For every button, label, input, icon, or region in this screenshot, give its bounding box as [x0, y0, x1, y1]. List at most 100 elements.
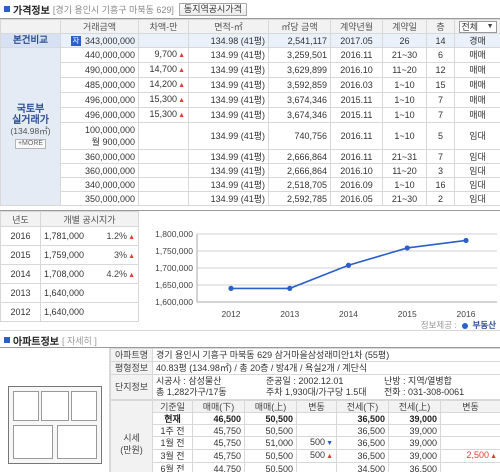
- contract-day-cell: 21~30: [382, 47, 427, 63]
- filter-cell: 전체 ▼: [454, 19, 500, 34]
- change-rate-value: 4.2%: [106, 269, 128, 279]
- change-rate-value: 3%: [114, 250, 128, 260]
- delta-cell: 14,700▲: [138, 62, 189, 78]
- deal-type-cell: 매매: [454, 92, 500, 108]
- transaction-row: 490,000,000 14,700▲ 134.99 (41평) 3,629,899 2…: [1, 62, 500, 78]
- data-point: [228, 285, 234, 291]
- land-price-header: 년도 개별 공시지가: [0, 211, 139, 227]
- year-cell: 2014: [0, 264, 41, 284]
- price-cell: 485,000,000: [60, 77, 139, 93]
- chevron-down-icon: ▼: [486, 22, 494, 30]
- column-header: 거래금액: [60, 19, 139, 34]
- land-price-row: 2012 1,640,000: [0, 302, 139, 322]
- area-cell: 134.99 (41평): [188, 62, 269, 78]
- area-cell: 134.99 (41평): [188, 47, 269, 63]
- transaction-row: 496,000,000 15,300▲ 134.99 (41평) 3,674,346 2…: [1, 107, 500, 123]
- price-value: 490,000,000: [84, 65, 135, 75]
- x-tick-label: 2014: [339, 309, 358, 319]
- address-text: [경기 용인시 기흥구 마북동 629]: [52, 4, 174, 15]
- apartment-section-title: 아파트정보: [13, 336, 59, 348]
- district-land-price-button[interactable]: 동지역공시가격: [178, 2, 247, 16]
- land-price-value: 1,781,000: [44, 231, 85, 241]
- monthly-rent: 월 900,000: [91, 137, 135, 147]
- delta-cell: [138, 33, 189, 48]
- jeonse-high-cell: 39,000: [388, 424, 441, 437]
- delta-cell: [138, 122, 189, 150]
- column-header: 변동: [296, 400, 337, 413]
- up-arrow-icon: ▲: [128, 253, 135, 260]
- price-cell: 490,000,000: [60, 62, 139, 78]
- jeonse-change-cell: 2,500▲: [440, 449, 500, 463]
- y-tick-label: 1,650,000: [155, 280, 193, 290]
- delta-value: 15,300: [149, 109, 178, 119]
- column-header: 년도: [0, 211, 41, 227]
- floor-cell: 14: [426, 33, 455, 48]
- deal-type-cell: 임대: [454, 122, 500, 150]
- up-arrow-icon: ▲: [178, 52, 185, 59]
- year-cell: 2012: [0, 302, 41, 322]
- delta-cell: 15,300▲: [138, 107, 189, 123]
- contract-day-cell: 1~10: [382, 107, 427, 123]
- complex-info-line: 총 1,282가구/17동 주차 1,930대/가구당 1.5대 전화 : 031-…: [156, 387, 497, 398]
- transaction-row: 485,000,000 14,200▲ 134.99 (41평) 3,592,859 2…: [1, 77, 500, 93]
- apartment-detail-link[interactable]: [ 자세히 ]: [62, 335, 97, 346]
- deal-type-cell: 매매: [454, 47, 500, 63]
- floor-plan-room: [57, 425, 97, 459]
- sale-high-cell: 51,000: [244, 436, 297, 450]
- floor-plan-room: [13, 425, 53, 459]
- complex-info-item: 총 1,282가구/17동: [156, 387, 227, 397]
- column-header: ㎡당 금액: [268, 19, 331, 34]
- more-button[interactable]: +MORE: [14, 139, 47, 149]
- floor-cell: 6: [426, 47, 455, 63]
- floor-cell: 7: [426, 107, 455, 123]
- sale-change-cell: [296, 412, 337, 425]
- contract-day-cell: 1~10: [382, 122, 427, 150]
- complex-info-row: 단지정보 시공사 : 삼성물산 준공일 : 2002.12.01 난방 : 지역/열…: [110, 374, 500, 400]
- floor-plan-thumbnail[interactable]: [0, 348, 110, 472]
- data-point: [345, 262, 352, 268]
- complex-info-item: 전화 : 031-308-0061: [384, 387, 465, 397]
- price-per-sqm-cell: 3,674,346: [268, 92, 331, 108]
- column-header: 개별 공시지가: [40, 211, 139, 227]
- reference-date-cell: 3월 전: [152, 449, 193, 463]
- land-price-cell: 1,781,000 1.2%▲: [40, 226, 139, 246]
- x-tick-label: 2013: [280, 309, 299, 319]
- column-header: 전세(下): [336, 400, 389, 413]
- delta-cell: [138, 163, 189, 178]
- delta-value: 15,300: [149, 94, 178, 104]
- column-header: 기준일: [152, 400, 193, 413]
- jeonse-change-cell: [440, 412, 500, 425]
- change-rate: 1.2%▲: [107, 231, 135, 241]
- floor-plan-frame: [8, 386, 102, 464]
- delta-value: 14,700: [149, 64, 178, 74]
- contract-day-cell: 1~10: [382, 77, 427, 93]
- bullet-square-icon: [4, 6, 10, 12]
- reference-date-cell: 현재: [152, 412, 193, 425]
- complex-info-item: 시공사 : 삼성물산: [156, 376, 222, 386]
- land-price-section: 년도 개별 공시지가 2016 1,781,000 1.2%▲ 2015 1,759,000…: [0, 210, 500, 322]
- column-header: 층: [426, 19, 455, 34]
- provider-logo-icon: [462, 322, 469, 329]
- molit-area: (134.98㎡): [10, 126, 51, 136]
- sale-low-cell: 44,750: [192, 462, 245, 472]
- section-title: 가격정보: [13, 5, 50, 17]
- delta-cell: [138, 191, 189, 206]
- area-cell: 134.99 (41평): [188, 122, 269, 150]
- market-price-label-text: 시세 (만원): [120, 432, 143, 455]
- type-filter-select[interactable]: 전체 ▼: [458, 20, 497, 33]
- transaction-row: 496,000,000 15,300▲ 134.99 (41평) 3,674,346 2…: [1, 92, 500, 108]
- floor-plan-room: [13, 391, 39, 421]
- size-info-label: 평형정보: [110, 361, 153, 375]
- price-cell: 360,000,000: [60, 149, 139, 164]
- transaction-row: 340,000,000 134.99 (41평) 2,518,705 2016.09 1…: [1, 177, 500, 192]
- jeonse-low-cell: 36,500: [336, 424, 389, 437]
- reference-date-cell: 1주 전: [152, 424, 193, 437]
- price-value: 496,000,000: [84, 95, 135, 105]
- y-tick-label: 1,600,000: [155, 297, 193, 307]
- price-value: 100,000,000: [84, 125, 135, 135]
- deal-type-cell: 매매: [454, 77, 500, 93]
- price-table-header: 거래금액 차액-만 면적-㎡ ㎡당 금액 계약년월 계약일 층 전체 ▼: [0, 19, 500, 34]
- area-cell: 134.99 (41평): [188, 149, 269, 164]
- apartment-name-value: 경기 용인시 기흥구 마북동 629 삼거마을삼성래미안1차 (55평): [152, 348, 500, 362]
